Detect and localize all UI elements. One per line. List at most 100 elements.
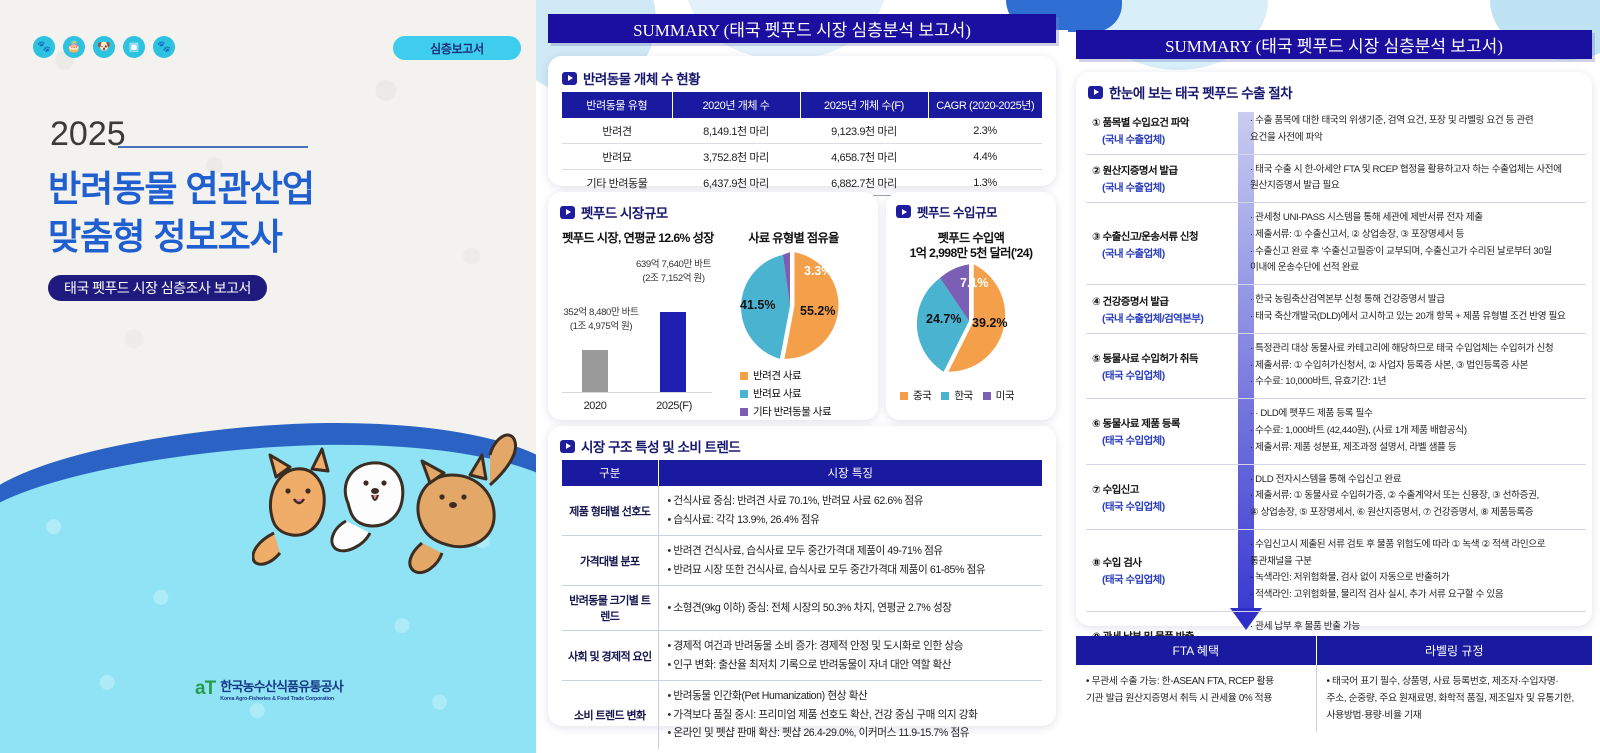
legend-label-other: 기타 반려동물 사료 — [753, 406, 832, 418]
legend-item: 반려견 사료 — [740, 368, 871, 383]
bar-2020 — [582, 350, 608, 392]
cell-features: 경제적 여건과 반려동물 소비 증가: 경제적 안정 및 도시화로 인한 상승 … — [658, 630, 1042, 682]
bar-label-2020: 352억 8,480만 바트 (1조 4,975억 원) — [556, 306, 646, 335]
procedure-description: · 수입신고시 제출된 서류 검토 후 물품 위험도에 따라 ① 녹색 ② 적색… — [1238, 529, 1586, 612]
pie-label-korea: 24.7% — [926, 312, 962, 326]
legend-label-cat: 반려묘 사료 — [753, 388, 802, 400]
bar-label-2025-line2: (2조 7,152억 원) — [642, 273, 705, 285]
middle-summary-title: SUMMARY (태국 펫푸드 시장 심층분석 보고서) — [548, 14, 1056, 43]
pie-label-cat: 41.5% — [740, 298, 776, 312]
cell-pet-type: 반려묘 — [562, 143, 672, 170]
fta-labeling-table: FTA 혜택 라벨링 규정 • 무관세 수출 가능: 한-ASEAN FTA, … — [1076, 636, 1592, 733]
feature-line: 인구 변화: 출산율 최저치 기록으로 반려동물이 자녀 대안 역할 확산 — [668, 656, 1034, 675]
cover-title-line-1: 반려동물 연관산업 — [48, 168, 315, 209]
legend-swatch-cat — [740, 389, 748, 398]
procedure-row: ⑥ 동물사료 제품 등록 (태국 수입업체) · · DLD에 펫푸드 제품 등… — [1086, 398, 1586, 465]
cover-icon-row: 🐾 🎂 🐶 ▣ 🐾 — [33, 36, 175, 58]
th-features: 시장 특징 — [658, 460, 1042, 486]
market-structure-table: 구분 시장 특징 제품 형태별 선호도 건식사료 중심: 반려견 사료 70.1… — [562, 460, 1042, 749]
section-title-text: 펫푸드 시장규모 — [581, 206, 668, 221]
step-subject: (국내 수출업체) — [1102, 183, 1165, 195]
cell-category: 소비 트렌드 변화 — [562, 680, 659, 749]
section-header-pet-population: 반려동물 개체 수 현황 — [562, 68, 701, 88]
feature-line: 가격보다 품질 중시: 프리미엄 제품 선호도 확산, 건강 중심 구매 의지 … — [668, 706, 1034, 725]
table-row: 사회 및 경제적 요인 경제적 여건과 반려동물 소비 증가: 경제적 안정 및… — [562, 630, 1042, 682]
procedure-description: · · DLD에 펫푸드 제품 등록 필수 · 수수료: 1,000바트 (42… — [1238, 398, 1586, 465]
feature-line: 반려묘 시장 또한 건식사료, 습식사료 모두 중간가격대 제품이 61-85%… — [668, 561, 1034, 580]
desc-line: · 수입신고시 제출된 서류 검토 후 물품 위험도에 따라 ① 녹색 ② 적색… — [1250, 538, 1546, 550]
section-header-export-procedure: 한눈에 보는 태국 펫푸드 수출 절차 — [1088, 82, 1293, 102]
table-row: 반려견 8,149.1천 마리 9,123.9천 마리 2.3% — [562, 118, 1042, 144]
table-row: 기타 반려동물 6,437.9천 마리 6,882.7천 마리 1.3% — [562, 169, 1042, 196]
cell-category: 제품 형태별 선호도 — [562, 486, 659, 537]
at-corporation-logo: aT 한국농수산식품유통공사 Korea Agro-Fisheries & Fo… — [195, 676, 344, 702]
step-subject: (태국 수입업체) — [1102, 370, 1165, 382]
cell-features: 반려동물 인간화(Pet Humanization) 현상 확산 가격보다 품질… — [658, 681, 1042, 749]
step-title: ⑧ 수입 검사 — [1092, 558, 1142, 570]
cell-cagr: 1.3% — [928, 169, 1042, 196]
pet-box-icon: ▣ — [123, 36, 145, 58]
step-title: ② 원산지증명서 발급 — [1092, 166, 1178, 178]
procedure-row: ③ 수출신고/운송서류 신청 (국내 수출업체) · 관세청 UNI-PASS … — [1086, 202, 1586, 286]
step-title: ⑤ 동물사료 수입허가 취득 — [1092, 353, 1199, 365]
pie-label-china: 39.2% — [972, 316, 1008, 330]
table-header-row: FTA 혜택 라벨링 규정 — [1076, 636, 1592, 665]
desc-line: - 녹색라인: 저위험화물, 검사 없이 자동으로 반출허가 — [1250, 572, 1450, 584]
legend-swatch-korea — [941, 391, 950, 400]
cell-2020: 3,752.8천 마리 — [672, 143, 800, 170]
desc-line: - 적색라인: 고위험화물, 물리적 검사 실시, 추가 서류 요구할 수 있음 — [1250, 589, 1504, 601]
th-2025-count: 2025년 개체 수(F) — [800, 92, 929, 118]
market-structure-card: 시장 구조 특성 및 소비 트렌드 구분 시장 특징 제품 형태별 선호도 건식… — [548, 426, 1056, 749]
play-triangle-icon — [560, 205, 575, 219]
section-title-text: 시장 구조 특성 및 소비 트렌드 — [581, 440, 741, 455]
feature-line: 반려견 건식사료, 습식사료 모두 중간가격대 제품이 49-71% 점유 — [668, 542, 1034, 561]
desc-line: 요건을 사전에 파악 — [1250, 131, 1323, 143]
bar-xtick-2025: 2025(F) — [656, 400, 692, 412]
pet-population-card: 반려동물 개체 수 현황 반려동물 유형 2020년 개체 수 2025년 개체… — [548, 56, 1056, 196]
step-title: ⑦ 수입신고 — [1092, 484, 1139, 496]
feature-line: 건식사료 중심: 반려견 사료 70.1%, 반려묘 사료 62.6% 점유 — [668, 492, 1034, 511]
desc-line: · 관세청 UNI-PASS 시스템을 통해 세관에 제반서류 전자 제출 — [1250, 212, 1483, 224]
at-logo-mark: aT — [195, 678, 216, 699]
step-subject: (국내 수출업체) — [1102, 134, 1165, 146]
procedure-description: · DLD 전자시스템을 통해 수입신고 완료 · 제출서류: ① 동물사료 수… — [1238, 464, 1586, 530]
cell-2025: 4,658.7천 마리 — [800, 143, 928, 170]
at-logo-name-en: Korea Agro-Fisheries & Food Trade Corpor… — [220, 696, 334, 702]
paw-print-icon: 🐾 — [153, 36, 175, 58]
bar-chart-title: 펫푸드 시장, 연평균 12.6% 성장 — [562, 231, 714, 245]
procedure-row: ⑤ 동물사료 수입허가 취득 (태국 수입업체) · 특정관리 대상 동물사료 … — [1086, 333, 1586, 400]
table-header-row: 반려동물 유형 2020년 개체 수 2025년 개체 수(F) CAGR (2… — [562, 92, 1042, 118]
cell-2025: 6,882.7천 마리 — [800, 169, 928, 196]
feedtype-pie-legend: 반려견 사료 반려묘 사료 기타 반려동물 사료 — [740, 368, 871, 419]
process-flow-arrow-head — [1230, 608, 1262, 630]
right-summary-title: SUMMARY (태국 펫푸드 시장 심층분석 보고서) — [1076, 30, 1592, 59]
desc-line: · 제출서류: ① 수출신고서, ② 상업송장, ③ 포장명세서 등 — [1250, 228, 1465, 240]
table-row: 가격대별 분포 반려견 건식사료, 습식사료 모두 중간가격대 제품이 49-7… — [562, 535, 1042, 587]
procedure-step: ⑦ 수입신고 (태국 수입업체) — [1086, 464, 1238, 530]
cell-2025: 9,123.9천 마리 — [800, 118, 928, 144]
desc-line: · 태국 수출 시 한-아세안 FTA 및 RCEP 협정을 활용하고자 하는 … — [1250, 163, 1562, 175]
cell-category: 반려동물 크기별 트렌드 — [562, 585, 659, 632]
pie-label-usa: 7.1% — [960, 276, 989, 290]
legend-label-korea: 한국 — [954, 390, 973, 402]
cover-subtitle-badge: 태국 펫푸드 시장 심층조사 보고서 — [48, 275, 267, 301]
th-cagr: CAGR (2020-2025년) — [928, 92, 1042, 118]
bar-2025 — [660, 312, 686, 392]
desc-line: · 수수료: 1,000바트 (42,440원), (사료 1개 제품 배합공식… — [1250, 424, 1467, 436]
step-subject: (태국 수입업체) — [1102, 436, 1165, 448]
legend-item: 중국 — [900, 388, 932, 403]
desc-line: 이내에 운송수단에 선적 완료 — [1250, 262, 1359, 274]
procedure-row: ⑧ 수입 검사 (태국 수입업체) · 수입신고시 제출된 서류 검토 후 물품… — [1086, 529, 1586, 612]
table-row: 반려동물 크기별 트렌드 소형견(9kg 이하) 중심: 전체 시장의 50.3… — [562, 585, 1042, 632]
bar-label-2025-line1: 639억 7,640만 바트 — [635, 259, 712, 270]
feature-line: 습식사료: 각각 13.9%, 26.4% 점유 — [668, 511, 1034, 530]
step-subject: (국내 수출업체/검역본부) — [1102, 314, 1204, 326]
fta-line: 기관 발급 원산지증명서 취득 시 관세율 0% 적용 — [1086, 693, 1272, 705]
procedure-row: ② 원산지증명서 발급 (국내 수출업체) · 태국 수출 시 한-아세안 FT… — [1086, 154, 1586, 204]
cell-pet-type: 반려견 — [562, 118, 672, 144]
pie-label-other: 3.3% — [804, 264, 833, 278]
desc-line: · 수출 품목에 대한 태국의 위생기준, 검역 요건, 포장 및 라벨링 요건… — [1250, 115, 1534, 126]
feature-line: 온라인 및 펫샵 판매 확산: 펫샵 26.4-29.0%, 이커머스 11.9… — [668, 724, 1034, 743]
legend-item: 미국 — [982, 388, 1014, 403]
step-title: ④ 건강증명서 발급 — [1092, 297, 1169, 309]
